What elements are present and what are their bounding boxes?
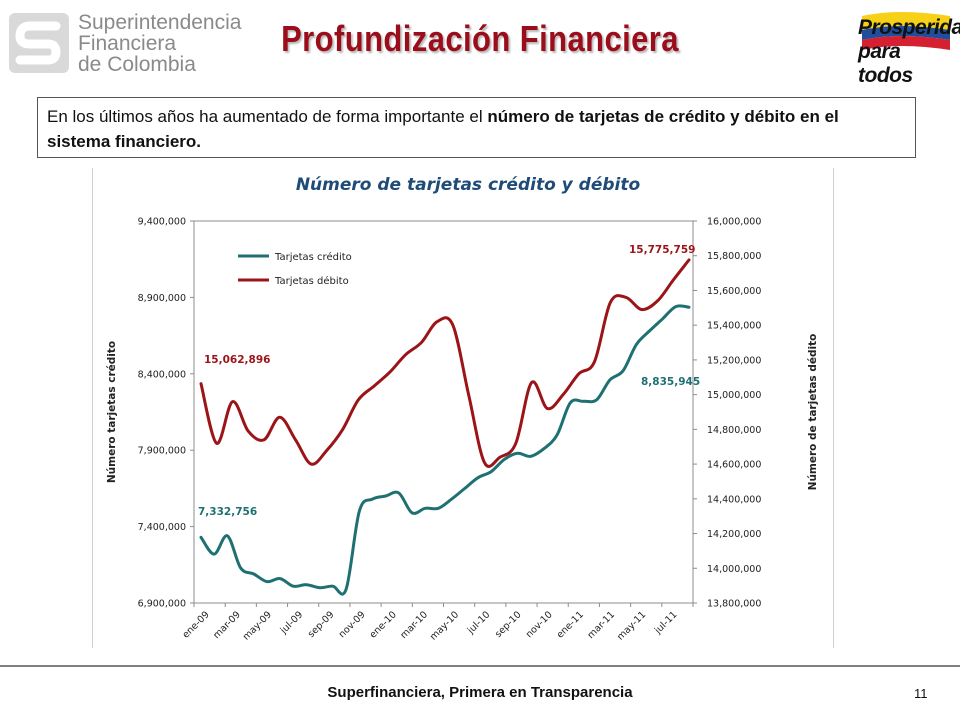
right-axis-tick-label: 15,800,000 bbox=[707, 251, 761, 262]
x-axis-tick-label: mar-09 bbox=[211, 609, 243, 641]
logo-right-line-2: para todos bbox=[858, 40, 913, 87]
x-axis-tick-label: mar-11 bbox=[585, 609, 617, 641]
left-axis-tick-label: 7,900,000 bbox=[138, 446, 186, 457]
footer-text: Superfinanciera, Primera en Transparenci… bbox=[327, 684, 633, 701]
right-axis-tick-label: 15,000,000 bbox=[707, 390, 761, 401]
data-label-debito-start: 15,062,896 bbox=[204, 354, 270, 366]
page-title: Profundización Financiera bbox=[281, 18, 679, 59]
x-axis-tick-label: ene-10 bbox=[368, 609, 399, 640]
right-axis-tick-label: 14,800,000 bbox=[707, 425, 761, 436]
right-axis-tick-label: 14,200,000 bbox=[707, 529, 761, 540]
left-axis-tick-label: 8,900,000 bbox=[138, 293, 186, 304]
logo-left-text: Superintendencia Financiera de Colombia bbox=[78, 12, 241, 75]
left-axis-tick-label: 9,400,000 bbox=[138, 217, 186, 228]
x-axis-tick-label: ene-11 bbox=[555, 609, 586, 640]
logo-line-1: Superintendencia bbox=[78, 11, 242, 34]
superfinanciera-s-icon bbox=[9, 13, 69, 73]
right-axis-tick-label: 16,000,000 bbox=[707, 217, 761, 228]
right-axis-tick-label: 14,000,000 bbox=[707, 564, 761, 575]
right-axis-tick-label: 13,800,000 bbox=[707, 599, 761, 610]
plot-area bbox=[193, 220, 694, 604]
logo-line-2: Financiera bbox=[78, 32, 177, 55]
x-axis-tick-label: nov-10 bbox=[524, 609, 555, 640]
page-number: 11 bbox=[914, 686, 928, 701]
x-axis-tick-label: sep-09 bbox=[306, 609, 337, 640]
chart-frame: 6,900,000 7,400,000 7,900,000 8,400,000 8,90… bbox=[92, 168, 834, 648]
x-axis-tick-label: may-11 bbox=[615, 609, 648, 642]
chart-title: Número de tarjetas crédito y débito bbox=[296, 175, 641, 195]
intro-text-box: En los últimos años ha aumentado de form… bbox=[37, 97, 916, 158]
logo-right-line-1: Prosperidad bbox=[858, 16, 960, 39]
x-axis-tick-label: may-10 bbox=[428, 609, 461, 642]
series-line-debito bbox=[199, 258, 691, 468]
footer-divider bbox=[0, 665, 960, 667]
data-label-debito-end: 15,775,759 bbox=[629, 244, 695, 256]
x-axis-tick-label: jul-11 bbox=[652, 609, 679, 636]
x-axis-tick-label: ene-09 bbox=[180, 609, 211, 640]
x-axis-tick-label: mar-10 bbox=[398, 609, 430, 641]
right-axis-tick-label: 15,200,000 bbox=[707, 355, 761, 366]
right-axis-tick-label: 15,400,000 bbox=[707, 321, 761, 332]
left-axis-tick-label: 6,900,000 bbox=[138, 599, 186, 610]
x-axis-tick-label: sep-10 bbox=[493, 609, 524, 640]
right-axis-tick-label: 14,600,000 bbox=[707, 460, 761, 471]
superfinanciera-logo: Superintendencia Financiera de Colombia bbox=[8, 12, 241, 75]
x-axis-tick-label: jul-09 bbox=[278, 609, 305, 636]
prosperidad-logo: Prosperidad para todos bbox=[858, 10, 960, 87]
x-axis-tick-label: may-09 bbox=[241, 609, 274, 642]
intro-text-plain: En los últimos años ha aumentado de form… bbox=[47, 107, 488, 126]
right-axis-title: Número de tarjetas dédito bbox=[807, 334, 819, 491]
right-axis-tick-label: 15,600,000 bbox=[707, 286, 761, 297]
legend-label: Tarjetas crédito bbox=[274, 251, 352, 263]
prosperidad-flag-icon bbox=[862, 12, 950, 50]
right-axis-tick-label: 14,400,000 bbox=[707, 494, 761, 505]
series-line-credito bbox=[199, 304, 691, 596]
left-axis-title: Número tarjetas crédito bbox=[106, 341, 118, 483]
legend-label: Tarjetas débito bbox=[274, 275, 349, 287]
line-chart: 6,900,000 7,400,000 7,900,000 8,400,000 8,90… bbox=[106, 175, 819, 643]
left-axis-tick-label: 8,400,000 bbox=[138, 369, 186, 380]
logo-line-3: de Colombia bbox=[78, 53, 196, 76]
x-axis-tick-label: nov-09 bbox=[337, 609, 368, 640]
data-label-credito-start: 7,332,756 bbox=[198, 506, 257, 518]
x-axis-tick-label: jul-10 bbox=[465, 609, 492, 636]
data-label-credito-end: 8,835,945 bbox=[641, 376, 700, 388]
intro-text-bold: número de tarjetas de crédito y débito e… bbox=[47, 107, 839, 151]
left-axis-tick-label: 7,400,000 bbox=[138, 522, 186, 533]
